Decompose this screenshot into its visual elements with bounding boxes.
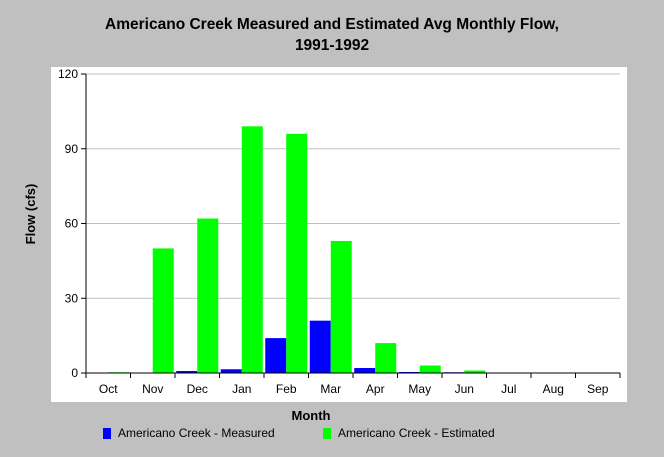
x-tick-label: Dec: [187, 382, 208, 396]
chart-title-line-2: 1991-1992: [294, 37, 370, 54]
x-tick-label: Apr: [366, 382, 385, 396]
y-tick-label: 30: [65, 291, 79, 305]
bar-measured-mar: [309, 320, 331, 373]
y-tick-label: 120: [58, 67, 78, 81]
legend-item-estimated: Americano Creek - Estimated: [323, 426, 495, 440]
bar-estimated-dec: [197, 218, 219, 373]
bar-estimated-may: [419, 365, 441, 373]
x-tick-label: Jan: [232, 382, 251, 396]
x-tick-labels: Oct Nov Dec Jan Feb Mar Apr May Jun Jul Aug Sep: [99, 382, 609, 396]
axes: [81, 73, 621, 378]
x-tick-label: Oct: [99, 382, 118, 396]
legend-swatch-estimated: [323, 427, 331, 439]
bar-estimated-nov: [152, 248, 174, 373]
bar-estimated-jun: [464, 370, 486, 373]
bars: [108, 126, 486, 374]
bar-estimated-jan: [241, 126, 263, 373]
y-tick-label: 60: [65, 217, 79, 231]
x-tick-label: Jun: [455, 382, 474, 396]
x-axis-title: Month: [292, 408, 331, 423]
y-axis-title: Flow (cfs): [23, 184, 38, 245]
x-tick-label: Jul: [501, 382, 516, 396]
bar-measured-jan: [220, 369, 242, 373]
gridlines: [86, 73, 620, 299]
bar-measured-apr: [354, 368, 376, 373]
x-tick-label: Nov: [142, 382, 163, 396]
chart-title-line-1: Americano Creek Measured and Estimated A…: [105, 16, 559, 33]
x-tick-label: Aug: [543, 382, 564, 396]
y-tick-labels: 0 30 60 90 120: [58, 67, 78, 380]
bar-measured-feb: [265, 338, 287, 373]
x-tick-label: Mar: [320, 382, 341, 396]
x-tick-label: May: [408, 382, 431, 396]
y-tick-label: 90: [65, 142, 79, 156]
legend: Americano Creek - Measured Americano Cre…: [0, 426, 664, 444]
legend-item-measured: Americano Creek - Measured: [103, 426, 275, 440]
legend-label-estimated: Americano Creek - Estimated: [338, 426, 495, 440]
legend-label-measured: Americano Creek - Measured: [118, 426, 275, 440]
bar-measured-dec: [176, 371, 198, 373]
bar-estimated-feb: [286, 133, 308, 373]
bar-estimated-mar: [330, 240, 352, 373]
bar-estimated-apr: [375, 343, 397, 373]
chart-title: Americano Creek Measured and Estimated A…: [0, 14, 664, 56]
x-tick-label: Feb: [276, 382, 297, 396]
x-tick-label: Sep: [587, 382, 609, 396]
legend-swatch-measured: [103, 427, 111, 439]
y-tick-label: 0: [71, 366, 78, 380]
